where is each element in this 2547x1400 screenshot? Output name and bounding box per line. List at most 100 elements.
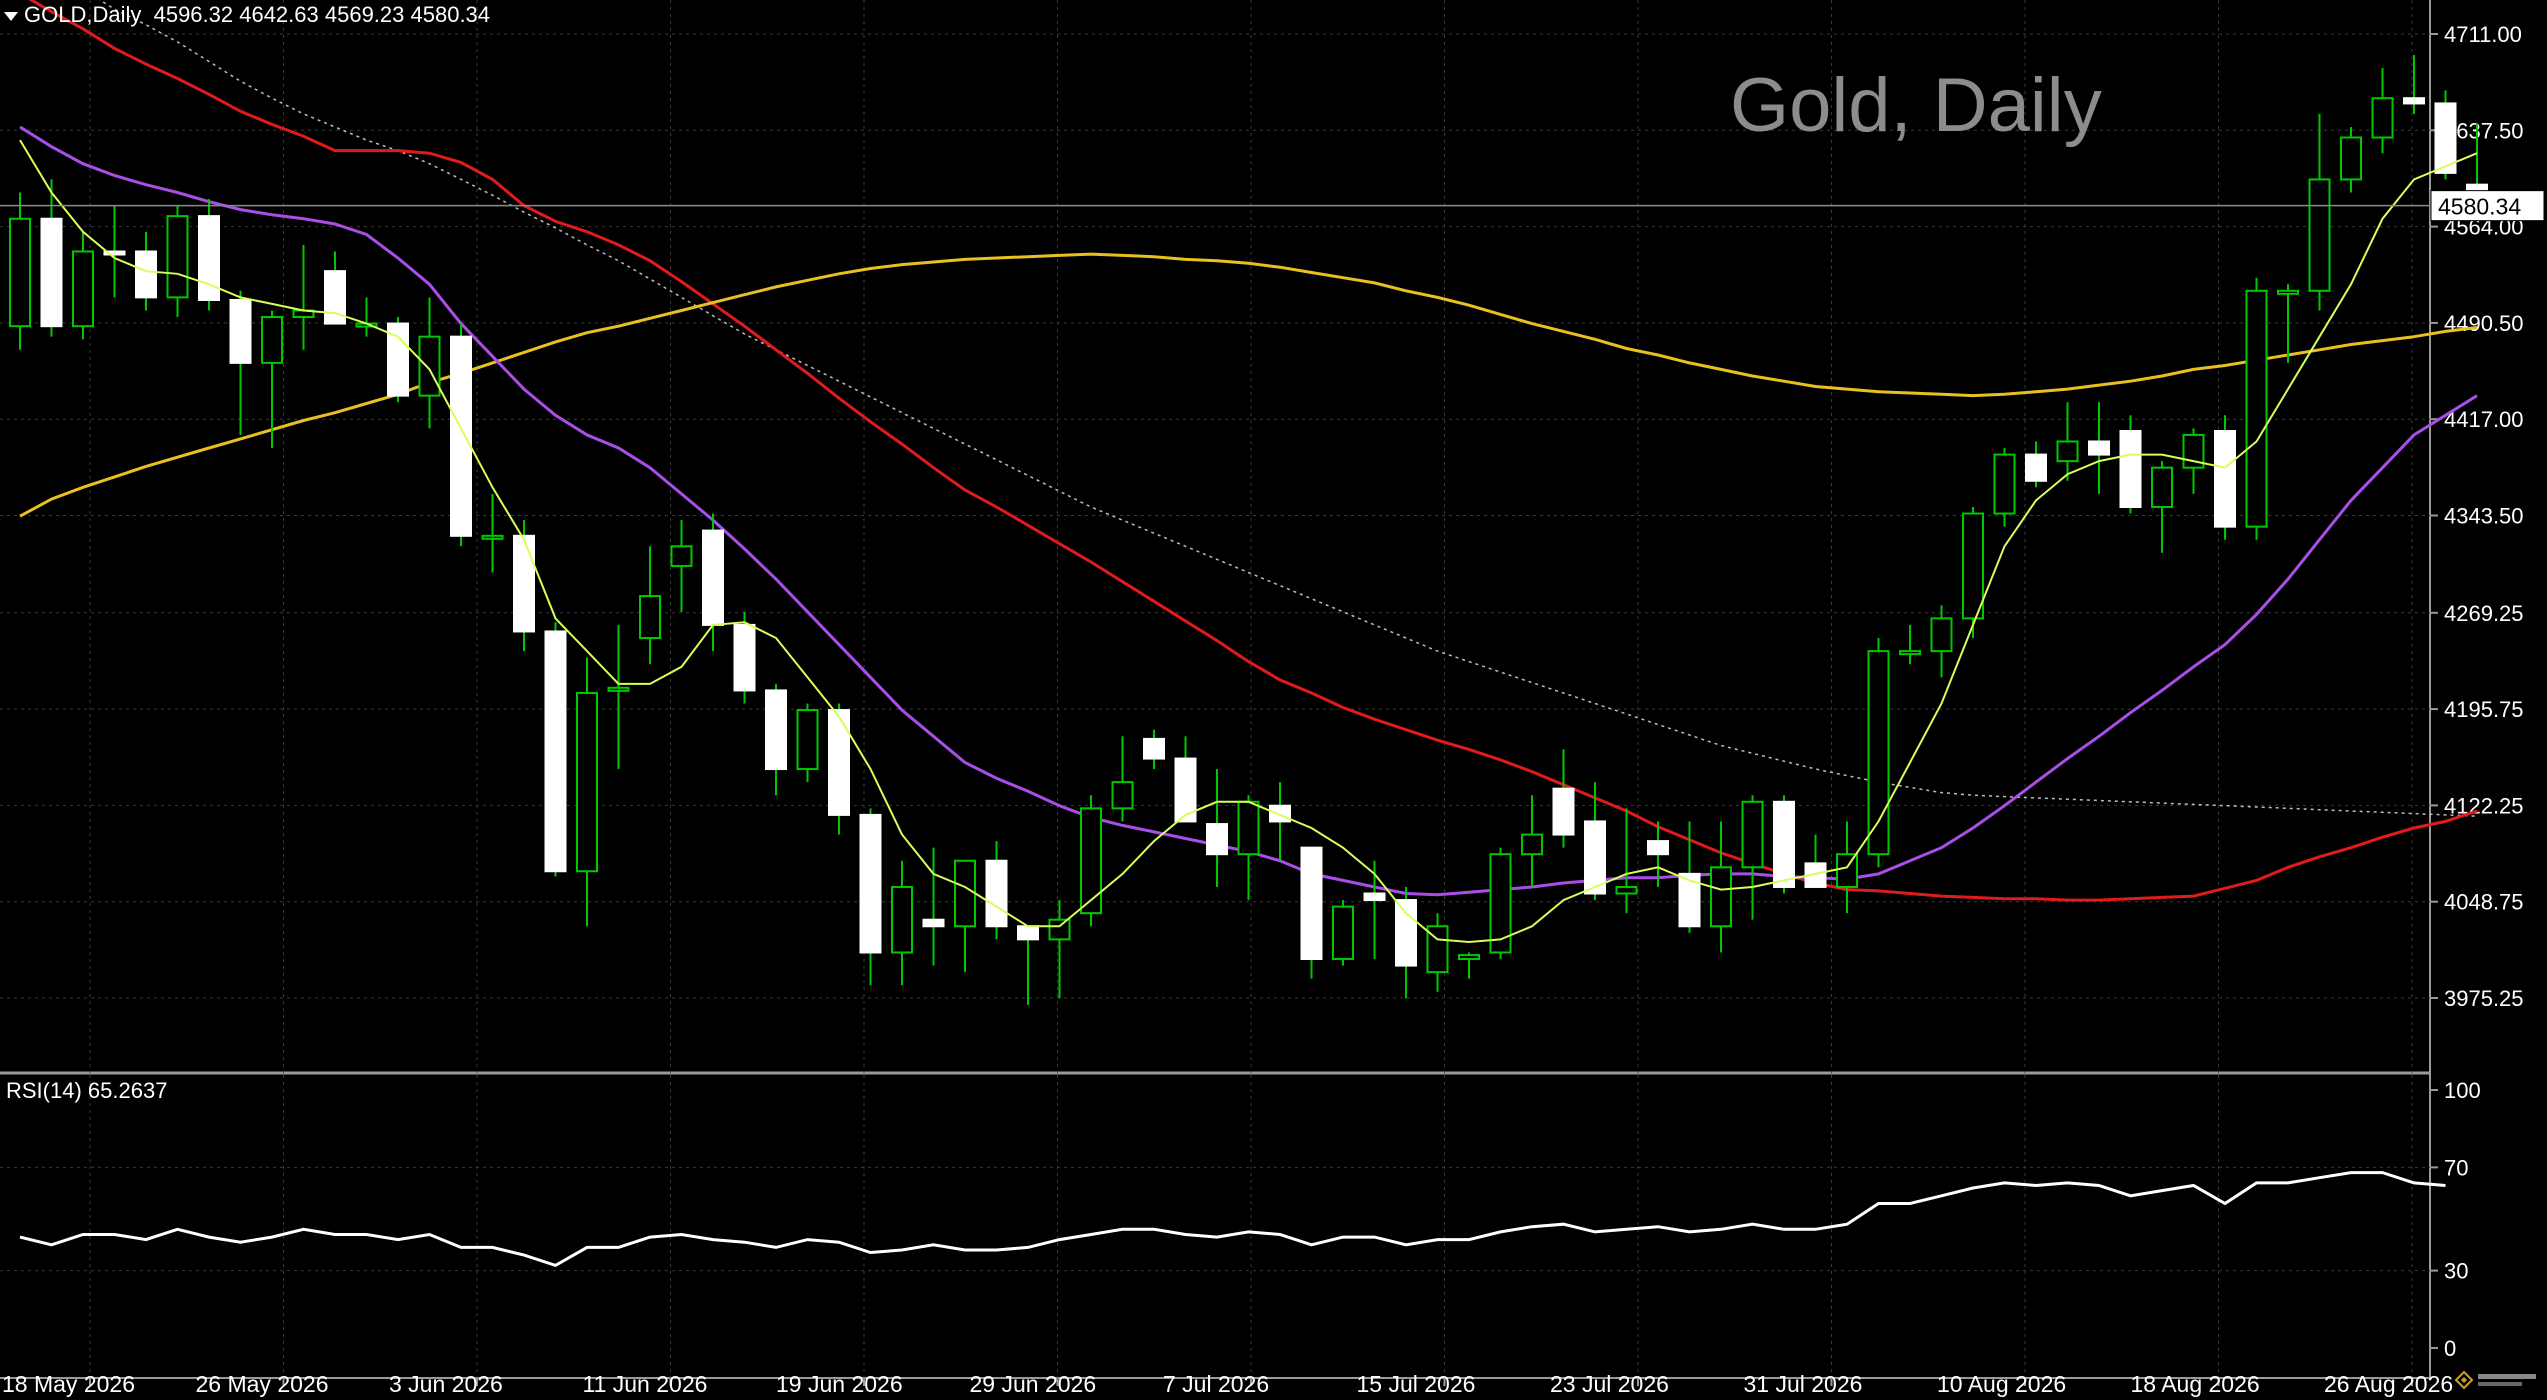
price-tick-label: 4048.75 <box>2444 890 2524 915</box>
rsi-line <box>19 1171 2446 1268</box>
candle <box>1584 782 1606 901</box>
candle <box>2025 441 2047 488</box>
candle-body-up <box>166 215 189 299</box>
candle <box>9 192 31 350</box>
time-tick-label: 7 Jul 2026 <box>1163 1371 1269 1397</box>
candle <box>1521 795 1543 887</box>
candle <box>72 231 94 340</box>
price-tick-label: 4269.25 <box>2444 601 2524 626</box>
candle <box>481 493 504 573</box>
candle-body-down <box>1552 787 1575 836</box>
candle <box>828 703 850 835</box>
candle-body-down <box>1773 800 1795 888</box>
current-price-label: 4580.34 <box>2438 194 2521 220</box>
candle-body-up <box>1867 650 1890 856</box>
candle-body-up <box>1615 885 1638 895</box>
candle-body-down <box>1584 820 1606 895</box>
time-axis: 18 May 2026 26 May 2026 3 Jun 2026 11 Jun 2… <box>2 1371 2453 1397</box>
candle <box>1143 729 1165 770</box>
candle <box>859 808 882 986</box>
time-tick-label: 18 May 2026 <box>2 1371 135 1397</box>
candle <box>2214 415 2236 540</box>
candle-body-up <box>1489 853 1512 954</box>
candle <box>103 205 126 298</box>
candle <box>1489 847 1512 960</box>
candle-body-up <box>1426 925 1449 974</box>
candle-body-up <box>261 316 283 364</box>
candle <box>576 657 598 927</box>
candle-body-up <box>639 595 661 640</box>
candle-body-down <box>324 270 346 325</box>
price-tick-label: 4637.50 <box>2444 118 2524 143</box>
candle-body-up <box>2340 136 2362 181</box>
candle-body-down <box>1174 757 1197 823</box>
candle-body-down <box>1647 840 1669 856</box>
dropdown-arrow-icon[interactable] <box>4 11 18 21</box>
candle <box>1363 860 1386 960</box>
time-tick-label: 26 Aug 2026 <box>2324 1371 2453 1397</box>
candle-body-down <box>198 215 220 301</box>
candle <box>922 847 945 966</box>
candle <box>2088 402 2110 494</box>
time-tick-label: 26 May 2026 <box>196 1371 329 1397</box>
ma-dotted-line <box>98 0 2478 817</box>
candle <box>1615 808 1638 914</box>
candle <box>1710 821 1732 953</box>
candle <box>198 199 220 311</box>
candle-body-up <box>418 335 441 397</box>
candle-body-down <box>2214 429 2236 528</box>
candle-body-up <box>576 692 598 873</box>
price-tick-label: 4490.50 <box>2444 311 2524 336</box>
candle <box>1552 749 1575 848</box>
candle <box>607 624 630 770</box>
candle <box>639 546 661 665</box>
candle <box>1647 821 1669 887</box>
candle <box>891 860 913 986</box>
candle <box>1332 900 1354 966</box>
candle <box>324 251 346 325</box>
candle <box>2371 68 2394 154</box>
candle <box>1678 821 1701 933</box>
price-tick-label: 4195.75 <box>2444 697 2524 722</box>
broker-logo-icon <box>2454 1370 2536 1390</box>
candle-body-up <box>1930 617 1953 653</box>
candle <box>2151 461 2173 553</box>
candle-body-up <box>1899 650 1921 656</box>
candle <box>544 622 567 877</box>
candle-body-down <box>765 689 787 771</box>
candle-body-up <box>72 250 94 328</box>
candle <box>765 683 787 796</box>
candle-body-up <box>796 709 819 771</box>
candle <box>702 513 724 652</box>
candle-body-up <box>2245 289 2268 528</box>
candle <box>1993 448 2016 527</box>
candle-body-down <box>2119 429 2142 508</box>
candle-body-down <box>985 859 1008 928</box>
candle <box>450 323 472 547</box>
rsi-header: RSI(14) 65.2637 <box>6 1078 168 1103</box>
candle-body-down <box>828 709 850 816</box>
candle <box>229 290 252 435</box>
candle-body-down <box>450 335 472 537</box>
rsi-tick-label: 0 <box>2444 1336 2456 1361</box>
candle-body-up <box>2151 466 2173 508</box>
candle <box>2434 90 2457 180</box>
price-tick-label: 3975.25 <box>2444 986 2524 1011</box>
candle <box>1426 913 1449 992</box>
candle <box>2119 415 2142 514</box>
candle-body-down <box>702 529 724 626</box>
candle-body-up <box>891 885 913 954</box>
candle-body-up <box>481 534 504 540</box>
candle <box>954 859 976 973</box>
candle-body-up <box>2056 440 2079 463</box>
time-tick-label: 10 Aug 2026 <box>1937 1371 2066 1397</box>
candle <box>2277 284 2299 363</box>
candle <box>733 611 756 704</box>
candle <box>1111 736 1134 822</box>
candle-body-up <box>1836 853 1858 888</box>
candle <box>796 703 819 783</box>
candle-body-up <box>1237 800 1260 856</box>
candle <box>1080 795 1102 927</box>
rsi-tick-label: 30 <box>2444 1259 2468 1284</box>
